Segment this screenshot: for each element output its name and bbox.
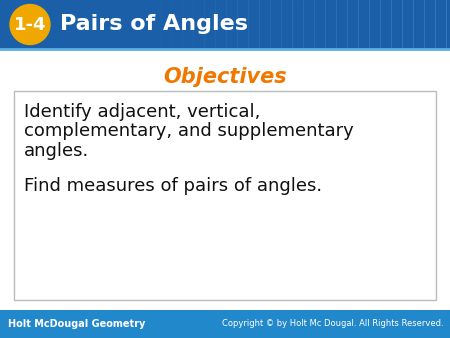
Text: Copyright © by Holt Mc Dougal. All Rights Reserved.: Copyright © by Holt Mc Dougal. All Right… [222,319,444,329]
Text: Identify adjacent, vertical,: Identify adjacent, vertical, [24,103,261,121]
Text: complementary, and supplementary: complementary, and supplementary [24,122,354,141]
Circle shape [10,4,50,45]
Text: 1-4: 1-4 [14,16,46,33]
Text: angles.: angles. [24,142,89,160]
Bar [0,310,450,338]
Text: Objectives: Objectives [163,67,287,87]
Text: Pairs of Angles: Pairs of Angles [60,15,248,34]
Text: Holt McDougal Geometry: Holt McDougal Geometry [8,319,145,329]
Bar [14,91,436,300]
Bar [0,0,450,49]
Text: Find measures of pairs of angles.: Find measures of pairs of angles. [24,177,322,195]
